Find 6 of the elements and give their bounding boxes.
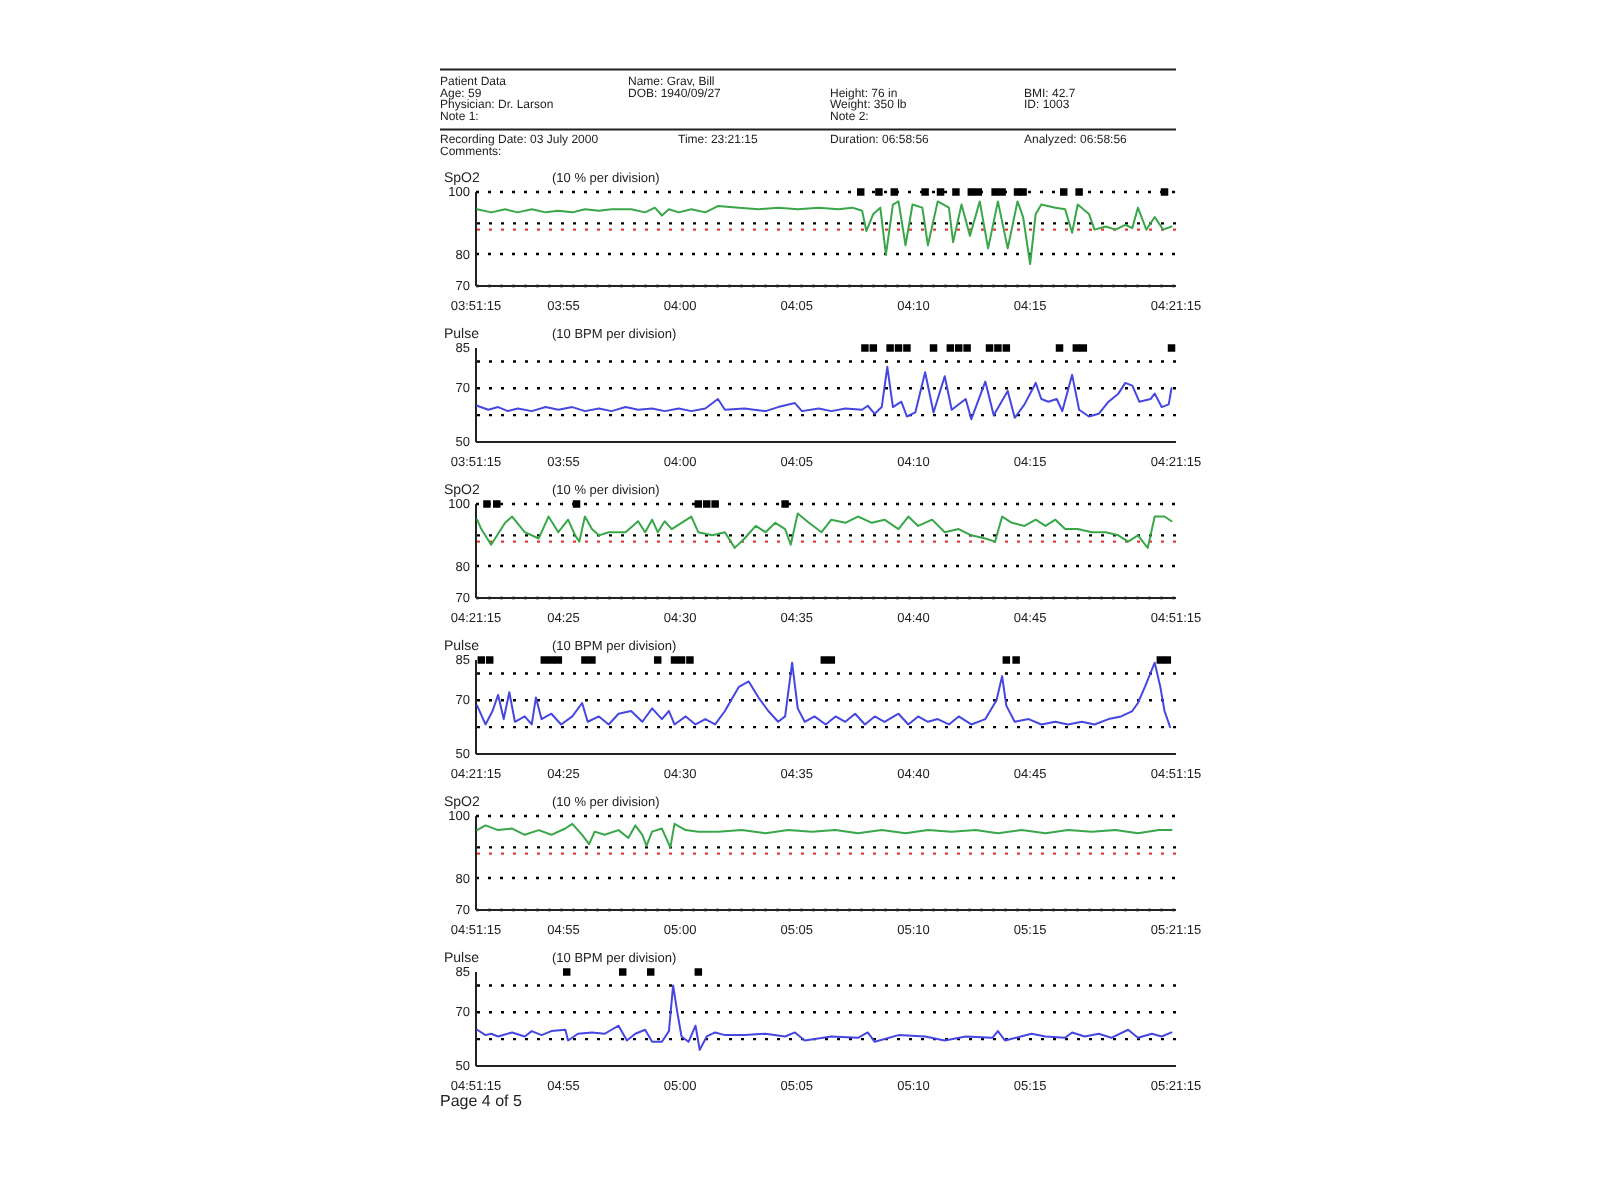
line-series [476,200,1173,266]
line-series [476,512,1173,549]
line-series [476,822,1173,849]
line-series [476,365,1173,421]
line-series [476,984,1173,1051]
text: Page 4 of 5 [440,1092,523,1110]
